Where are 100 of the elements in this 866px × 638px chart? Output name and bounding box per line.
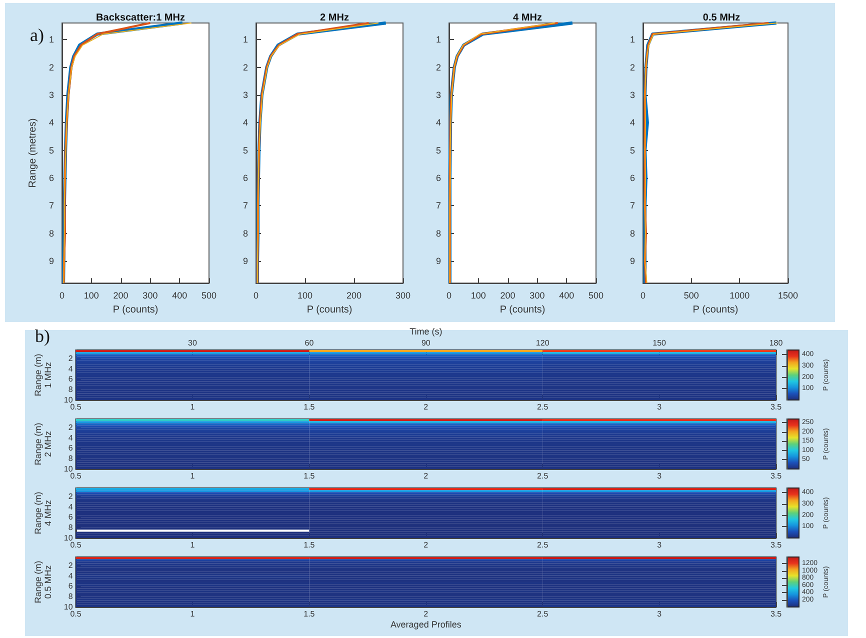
- y-tick-label: 10: [64, 464, 74, 474]
- y-axis-title: Range (m) 1 MHz: [33, 354, 53, 396]
- x-tick-label: 0.5: [70, 540, 82, 550]
- y-axis-title: Range (m) 4 MHz: [33, 492, 53, 534]
- y-tick-label: 2: [630, 62, 635, 72]
- x2-tick-label: 30: [188, 338, 198, 348]
- x-tick-label: 1.5: [304, 540, 316, 550]
- x2-tick-label: 90: [421, 338, 431, 348]
- x2-tick-label: 60: [304, 338, 314, 348]
- x-tick-label: 100: [297, 290, 313, 301]
- x-tick-label: 0.5: [70, 610, 82, 618]
- y-tick-label: 8: [68, 592, 74, 602]
- y-tick-label: 2: [68, 354, 74, 363]
- x-tick-label: 2: [424, 610, 429, 618]
- x-tick-label: 3.5: [770, 540, 782, 550]
- x-tick-label: 300: [142, 290, 158, 301]
- x-axis-title: Averaged Profiles: [390, 620, 462, 630]
- y-tick-label: 4: [68, 433, 74, 442]
- y-tick-label: 9: [242, 256, 248, 266]
- x-tick-label: 200: [500, 290, 516, 301]
- y-tick-label: 3: [242, 90, 248, 100]
- text: b): [35, 326, 50, 346]
- x-tick-label: 1: [190, 402, 196, 412]
- x-tick-label: 3: [657, 610, 662, 618]
- y-axis-title: Range (m) 0.5 MHz: [33, 560, 53, 604]
- chart-title: 4 MHz: [513, 12, 542, 24]
- x-tick-label: 300: [530, 290, 545, 301]
- x-tick-label: 200: [346, 290, 362, 301]
- y-axis-title: Range (metres): [28, 118, 39, 188]
- y-axis-title: Range (m) 2 MHz: [33, 422, 53, 466]
- x-tick-label: 3.5: [770, 402, 782, 412]
- x-tick-label: 0.5: [70, 402, 82, 412]
- x-tick-label: 2.5: [537, 472, 549, 480]
- y-tick-label: 2: [68, 560, 74, 570]
- y-tick-label: 8: [436, 228, 441, 238]
- x-tick-label: 2.5: [537, 540, 549, 550]
- chart-title: 0.5 MHz: [702, 12, 740, 24]
- y-tick-label: 8: [68, 385, 74, 394]
- y-tick-label: 4: [68, 571, 74, 580]
- x-tick-label: 1: [190, 540, 196, 550]
- x-tick-label: 100: [84, 290, 99, 301]
- x-axis-title: P (counts): [692, 304, 738, 316]
- x-tick-label: 300: [395, 290, 411, 301]
- y-tick-label: 7: [436, 200, 441, 211]
- x-tick-label: 1500: [778, 290, 798, 301]
- y-tick-label: 7: [630, 200, 635, 211]
- y-tick-label: 1: [48, 34, 54, 45]
- y-tick-label: 8: [68, 523, 74, 532]
- x-axis-title: P (counts): [306, 304, 352, 316]
- x-tick-label: 2: [424, 402, 429, 412]
- y-tick-label: 8: [630, 228, 635, 238]
- y-tick-label: 3: [48, 90, 54, 100]
- x-tick-label: 2.5: [537, 610, 549, 618]
- x-tick-label: 3.5: [770, 472, 782, 480]
- x-tick-label: 1.5: [304, 610, 316, 618]
- y-tick-label: 6: [68, 512, 74, 522]
- y-tick-label: 10: [64, 534, 74, 542]
- y-tick-label: 9: [436, 256, 441, 266]
- x-tick-label: 0: [59, 290, 65, 301]
- y-tick-label: 4: [68, 364, 74, 374]
- chart-title: 2 MHz: [320, 12, 349, 24]
- y-tick-label: 6: [436, 172, 441, 183]
- y-tick-label: 3: [436, 90, 441, 100]
- x-tick-label: 0.5: [70, 472, 82, 480]
- x2-tick-label: 180: [769, 338, 784, 348]
- y-tick-label: 6: [68, 444, 74, 453]
- x-tick-label: 1: [190, 610, 196, 618]
- y-tick-label: 1: [436, 34, 441, 45]
- x-tick-label: 500: [684, 290, 699, 301]
- y-tick-label: 10: [64, 602, 74, 612]
- y-tick-label: 4: [68, 502, 74, 512]
- y-tick-label: 4: [242, 118, 248, 128]
- x-tick-label: 3.5: [770, 610, 782, 618]
- y-tick-label: 9: [630, 256, 635, 266]
- x2-tick-label: 150: [652, 338, 667, 348]
- x-tick-label: 3: [657, 540, 662, 550]
- x-tick-label: 1: [190, 472, 196, 480]
- y-tick-label: 9: [48, 256, 54, 266]
- y-tick-label: 3: [630, 90, 635, 100]
- y-tick-label: 5: [630, 145, 635, 156]
- x-tick-label: 2.5: [537, 402, 549, 412]
- y-tick-label: 5: [48, 145, 54, 156]
- y-tick-label: 6: [48, 172, 54, 183]
- x-tick-label: 0: [640, 290, 646, 301]
- y-tick-label: 4: [436, 118, 441, 128]
- x2-tick-label: 120: [536, 338, 550, 348]
- x-tick-label: 0: [253, 290, 259, 301]
- y-tick-label: 4: [48, 118, 54, 128]
- y-tick-label: 1: [242, 34, 248, 45]
- x-tick-label: 1000: [730, 290, 750, 301]
- y-tick-label: 7: [48, 200, 54, 211]
- y-tick-label: 2: [48, 62, 54, 72]
- y-tick-label: 6: [630, 172, 635, 183]
- y-tick-label: 2: [68, 422, 74, 432]
- x-tick-label: 200: [113, 290, 128, 301]
- y-tick-label: 2: [242, 62, 248, 72]
- y-tick-label: 6: [68, 374, 74, 384]
- x-tick-label: 3: [657, 472, 662, 480]
- y-tick-label: 4: [630, 118, 635, 128]
- x-tick-label: 500: [201, 290, 217, 301]
